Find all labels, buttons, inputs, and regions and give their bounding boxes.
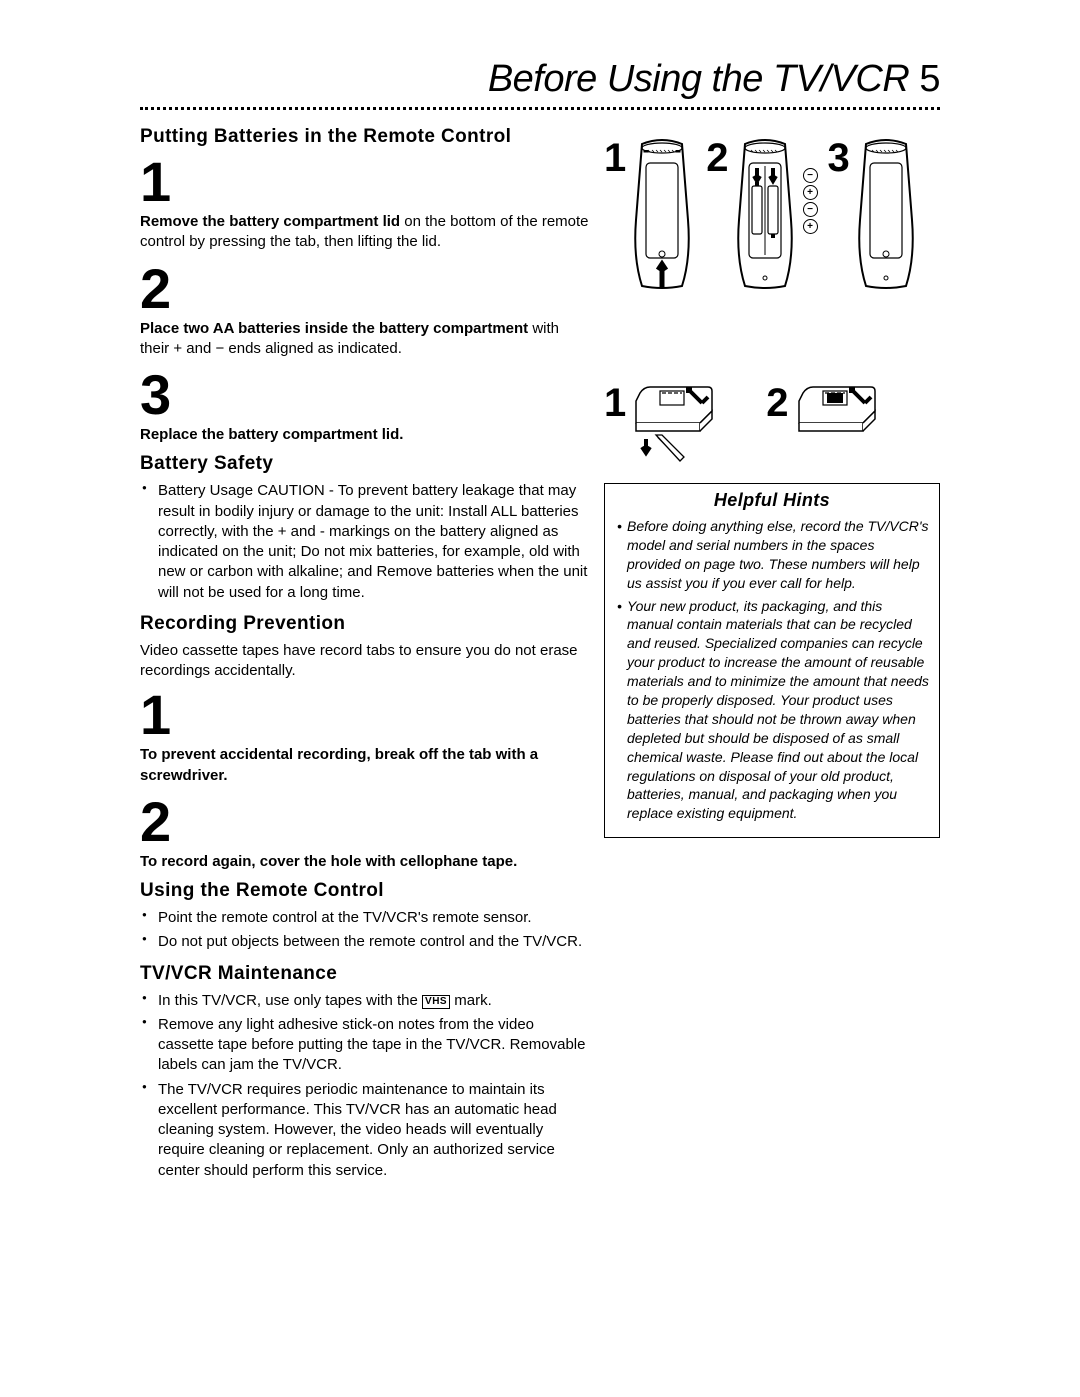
maint-pre: In this TV/VCR, use only tapes with the [158, 992, 422, 1009]
step-text: Remove the battery compartment lid on th… [140, 212, 590, 253]
battery-polarity-symbols: − + − + [803, 168, 818, 234]
figure-number: 1 [604, 138, 626, 178]
page-title-text: Before Using the TV/VCR [488, 58, 909, 100]
step-number: 1 [140, 687, 590, 743]
step-number: 2 [140, 261, 590, 317]
plus-icon: + [803, 185, 818, 200]
recording-intro: Video cassette tapes have record tabs to… [140, 641, 590, 682]
remote-back-closed-icon [628, 138, 696, 293]
list-item: Do not put objects between the remote co… [158, 932, 590, 952]
cassette-figure-1: 1 [604, 383, 716, 463]
vhs-mark-icon: VHS [422, 995, 450, 1009]
cassette-figure-row: 1 [604, 383, 940, 463]
step-bold: Remove the battery compartment lid [140, 213, 404, 230]
right-column: 1 2 [604, 120, 940, 838]
list-item: Point the remote control at the TV/VCR's… [158, 908, 590, 928]
safety-list: Battery Usage CAUTION - To prevent batte… [140, 481, 590, 603]
list-item: Before doing anything else, record the T… [627, 517, 929, 593]
two-column-layout: Putting Batteries in the Remote Control … [140, 120, 940, 1191]
figure-number: 3 [828, 138, 850, 178]
cassette-figure-2: 2 [766, 383, 878, 463]
helpful-hints-title: Helpful Hints [615, 490, 929, 511]
remote-figure-row: 1 2 [604, 138, 940, 293]
list-item: In this TV/VCR, use only tapes with the … [158, 991, 590, 1011]
heading-maintenance: TV/VCR Maintenance [140, 963, 590, 985]
step-number: 3 [140, 367, 590, 423]
step-bold: To prevent accidental recording, break o… [140, 746, 538, 783]
list-item: Your new product, its packaging, and thi… [627, 597, 929, 824]
page-title: Before Using the TV/VCR 5 [140, 58, 940, 101]
step-bold: Replace the battery compartment lid. [140, 426, 403, 443]
remote-figure-1: 1 [604, 138, 696, 293]
minus-icon: − [803, 168, 818, 183]
step-text: To record again, cover the hole with cel… [140, 852, 590, 872]
helpful-hints-box: Helpful Hints Before doing anything else… [604, 483, 940, 838]
step-text: Place two AA batteries inside the batter… [140, 319, 590, 360]
remote-use-list: Point the remote control at the TV/VCR's… [140, 908, 590, 953]
figure-number: 2 [766, 383, 788, 423]
list-item: The TV/VCR requires periodic maintenance… [158, 1080, 590, 1181]
maint-post: mark. [450, 992, 492, 1009]
list-item: Battery Usage CAUTION - To prevent batte… [158, 481, 590, 603]
remote-figure-2: 2 [706, 138, 817, 293]
plus-icon: + [803, 219, 818, 234]
remote-back-closed-icon [852, 138, 920, 293]
minus-icon: − [803, 202, 818, 217]
figure-number: 2 [706, 138, 728, 178]
heading-remote-use: Using the Remote Control [140, 880, 590, 902]
maintenance-list: In this TV/VCR, use only tapes with the … [140, 991, 590, 1181]
list-item: Remove any light adhesive stick-on notes… [158, 1015, 590, 1076]
dotted-rule [140, 107, 940, 110]
step-bold: Place two AA batteries inside the batter… [140, 320, 532, 337]
cassette-tab-break-icon [630, 383, 716, 463]
step-bold: To record again, cover the hole with cel… [140, 853, 517, 870]
figure-number: 1 [604, 383, 626, 423]
cassette-tab-tape-icon [793, 383, 879, 463]
heading-batteries: Putting Batteries in the Remote Control [140, 126, 590, 148]
step-text: To prevent accidental recording, break o… [140, 745, 590, 786]
heading-safety: Battery Safety [140, 453, 590, 475]
page-number: 5 [919, 58, 940, 100]
heading-recording: Recording Prevention [140, 613, 590, 635]
helpful-hints-list: Before doing anything else, record the T… [615, 517, 929, 823]
step-text: Replace the battery compartment lid. [140, 425, 590, 445]
step-number: 2 [140, 794, 590, 850]
step-number: 1 [140, 154, 590, 210]
left-column: Putting Batteries in the Remote Control … [140, 120, 590, 1191]
remote-figure-3: 3 [828, 138, 920, 293]
manual-page: Before Using the TV/VCR 5 Putting Batter… [0, 0, 1080, 1397]
remote-back-open-icon [731, 138, 799, 293]
